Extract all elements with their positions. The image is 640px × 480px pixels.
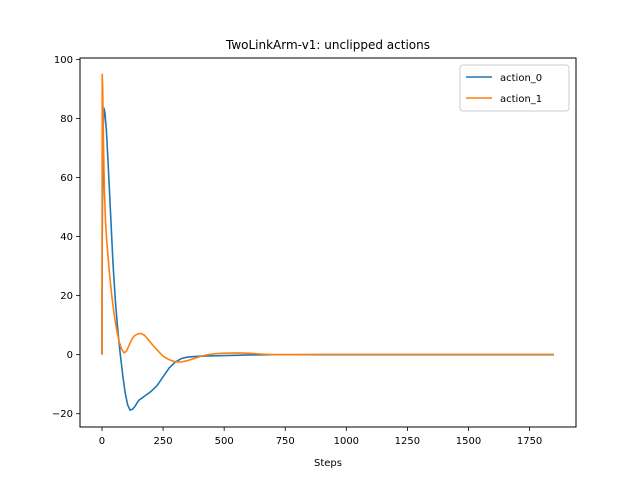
y-tick-label: 40: [60, 232, 73, 243]
plot-area: [101, 73, 555, 411]
legend-label: action_1: [500, 94, 542, 105]
series-line-action-1: [101, 73, 555, 363]
chart-title: TwoLinkArm-v1: unclipped actions: [225, 38, 430, 52]
y-axis: −20 0 20 40 60 80 100: [52, 55, 80, 420]
x-tick-label: 1250: [395, 436, 420, 447]
legend: action_0 action_1: [459, 64, 570, 112]
y-tick-label: 20: [60, 291, 73, 302]
y-tick-label: 100: [54, 55, 73, 66]
x-tick-label: 1000: [334, 436, 359, 447]
x-axis: 0 250 500 750 1000 1250 1500 1750: [99, 427, 542, 447]
x-tick-label: 0: [99, 436, 105, 447]
plot-frame: [79, 57, 577, 428]
x-axis-label: Steps: [314, 458, 342, 469]
y-tick-label: 60: [60, 173, 73, 184]
x-tick-label: 1500: [456, 436, 481, 447]
y-tick-label: −20: [52, 409, 73, 420]
x-tick-label: 250: [154, 436, 173, 447]
x-tick-label: 750: [276, 436, 295, 447]
y-tick-label: 80: [60, 114, 73, 125]
legend-label: action_0: [500, 73, 542, 84]
x-tick-label: 500: [215, 436, 234, 447]
y-tick-label: 0: [67, 350, 73, 361]
x-tick-label: 1750: [517, 436, 542, 447]
